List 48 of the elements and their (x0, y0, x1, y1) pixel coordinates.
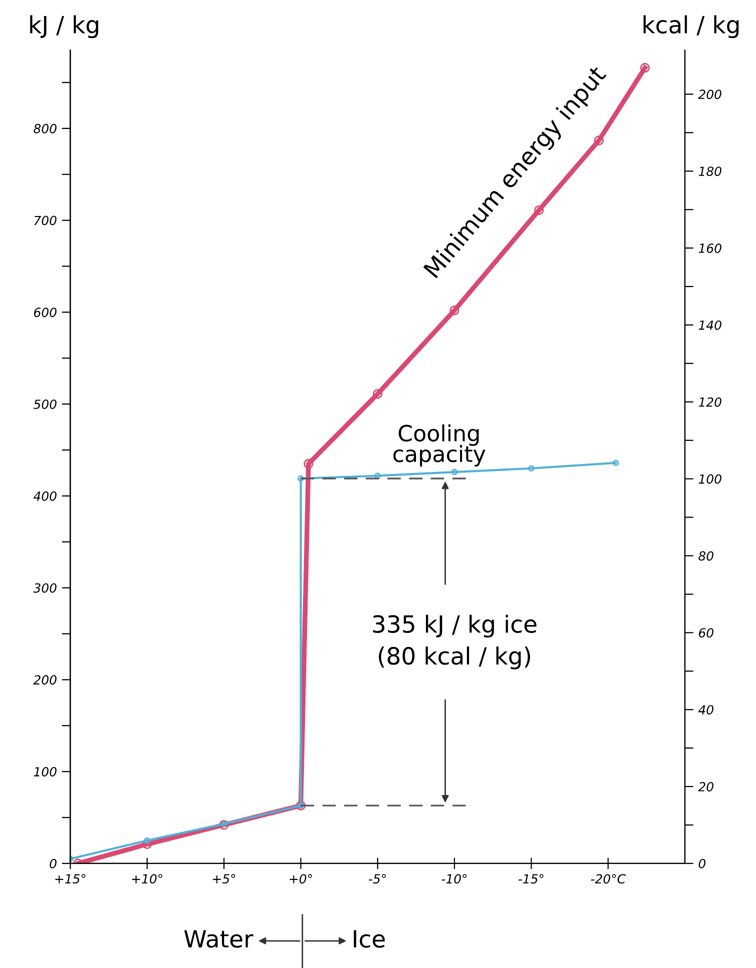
series-label: Cooling capacity (393, 424, 486, 467)
text: Ice (354, 930, 385, 948)
x-tick-label: -10° (442, 874, 467, 884)
y-tick-label: 700 (34, 216, 56, 226)
y-tick-label: 800 (34, 124, 56, 134)
y2-tick-label: 80 (698, 551, 714, 561)
point (372, 389, 382, 399)
y2-tick-label: 100 (698, 474, 722, 484)
point (298, 475, 304, 482)
y2-tick-label: 200 (698, 90, 722, 100)
point (450, 305, 460, 316)
point (220, 820, 228, 828)
y2-tick-label: 20 (698, 782, 714, 792)
y2-tick-label: 180 (698, 166, 722, 176)
y-tick-label: 500 (34, 400, 56, 409)
point (304, 458, 314, 469)
text: Water (184, 930, 254, 948)
y2-tick-label: 60 (698, 628, 714, 638)
x-tick-label: +15° (55, 874, 86, 884)
x-tick-label: -15° (518, 874, 544, 884)
x-tick-label: -20°C (590, 874, 626, 884)
y2-axis-title: kcal / kg (644, 15, 739, 38)
y-tick-label: 300 (33, 583, 56, 593)
point (534, 205, 544, 216)
point (640, 62, 650, 73)
x-tick-label: +0° (290, 874, 312, 884)
point (528, 465, 534, 472)
point (594, 136, 604, 146)
y-tick-label: 100 (34, 767, 56, 777)
y-tick-label: 0 (50, 858, 56, 868)
y2-tick-label: 160 (698, 244, 722, 253)
point (144, 837, 150, 844)
y2-tick-label: 0 (698, 858, 706, 868)
annotation: 335 kJ / kg ice (80 kcal / kg) (373, 614, 536, 670)
y2-tick-label: 140 (698, 320, 722, 330)
x-tick-label: +5° (212, 874, 236, 884)
y-axis-title: kJ / kg (30, 15, 98, 38)
y2-tick-label: 40 (698, 705, 714, 715)
point (612, 460, 619, 466)
x-tick-label: +10° (132, 874, 162, 884)
y-tick-label: 600 (34, 308, 56, 318)
y-tick-label: 400 (33, 491, 56, 501)
y-tick-label: 200 (33, 675, 56, 685)
y2-tick-label: 120 (698, 397, 722, 407)
point (374, 472, 381, 479)
x-tick-label: -5° (368, 874, 386, 884)
point (219, 820, 229, 830)
point (451, 468, 458, 476)
